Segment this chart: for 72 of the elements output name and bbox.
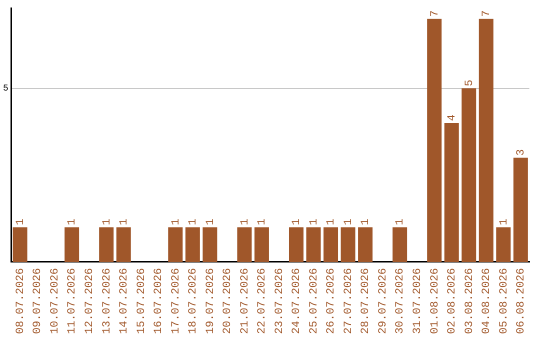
data-label: 1 — [66, 218, 79, 226]
bar — [478, 18, 494, 262]
data-label: 7 — [481, 10, 494, 17]
x-tick-label: 06.08.2026 — [516, 268, 528, 334]
bar — [496, 227, 511, 262]
bar — [340, 227, 356, 262]
data-label: 1 — [498, 218, 510, 226]
x-tick-label: 13.07.2026 — [101, 268, 114, 334]
x-tick-label: 23.07.2026 — [274, 268, 286, 334]
x-tick-label: 09.07.2026 — [32, 268, 44, 334]
data-label: 1 — [14, 218, 27, 226]
x-tick-label: 01.08.2026 — [429, 268, 442, 334]
x-tick-label: 14.07.2026 — [118, 268, 131, 334]
x-tick-label: 30.07.2026 — [394, 268, 407, 334]
x-tick-label: 26.07.2026 — [326, 268, 338, 334]
bar — [358, 227, 373, 262]
x-tick-label: 18.07.2026 — [188, 268, 200, 334]
x-tick-label: 20.07.2026 — [222, 268, 234, 334]
x-tick-label: 22.07.2026 — [256, 268, 269, 334]
data-label: 1 — [291, 218, 304, 226]
bar — [288, 227, 304, 262]
data-label: 1 — [342, 218, 355, 226]
data-label: 1 — [256, 218, 269, 226]
bar — [324, 227, 338, 262]
bar — [254, 227, 269, 262]
bar — [116, 227, 131, 262]
data-label: 1 — [170, 218, 182, 226]
data-label: 1 — [188, 218, 200, 226]
bar — [202, 227, 218, 262]
data-label: 4 — [446, 114, 459, 122]
bar — [168, 227, 183, 262]
data-label: 1 — [308, 218, 320, 226]
x-tick-label: 16.07.2026 — [153, 268, 166, 334]
x-tick-label: 02.08.2026 — [446, 268, 459, 334]
bar — [427, 18, 442, 262]
x-tick-label: 27.07.2026 — [342, 268, 355, 334]
bar — [64, 227, 80, 262]
x-tick-label: 08.07.2026 — [14, 268, 27, 334]
x-tick-label: 15.07.2026 — [136, 268, 148, 334]
data-label: 1 — [204, 218, 217, 226]
data-label: 3 — [516, 149, 528, 156]
x-tick-label: 12.07.2026 — [84, 268, 96, 334]
data-label: 5 — [464, 80, 476, 86]
bar — [392, 227, 408, 262]
bar — [99, 227, 114, 262]
data-label: 1 — [118, 218, 131, 226]
bar — [444, 123, 459, 262]
x-tick-label: 11.07.2026 — [66, 268, 79, 334]
x-tick-label: 17.07.2026 — [170, 268, 182, 334]
x-tick-label: 19.07.2026 — [204, 268, 217, 334]
data-label: 1 — [239, 218, 252, 226]
bar — [185, 227, 200, 262]
x-tick-label: 10.07.2026 — [49, 268, 62, 334]
data-label: 1 — [326, 218, 338, 226]
data-label: 7 — [429, 10, 442, 17]
bar — [306, 227, 321, 262]
x-tick-label: 04.08.2026 — [481, 268, 494, 334]
bar — [462, 88, 476, 262]
x-tick-label: 28.07.2026 — [360, 268, 372, 334]
bar — [237, 227, 252, 262]
data-label: 1 — [101, 218, 114, 226]
x-tick-label: 31.07.2026 — [412, 268, 424, 334]
x-tick-label: 25.07.2026 — [308, 268, 320, 334]
x-tick-label: 03.08.2026 — [464, 268, 476, 334]
bar — [513, 158, 528, 262]
data-label: 1 — [394, 218, 407, 226]
x-tick-label: 05.08.2026 — [498, 268, 510, 334]
x-tick-label: 24.07.2026 — [291, 268, 304, 334]
x-tick-label: 29.07.2026 — [377, 268, 390, 334]
x-tick-label: 21.07.2026 — [239, 268, 252, 334]
data-label: 1 — [360, 218, 372, 226]
bar — [12, 227, 28, 262]
